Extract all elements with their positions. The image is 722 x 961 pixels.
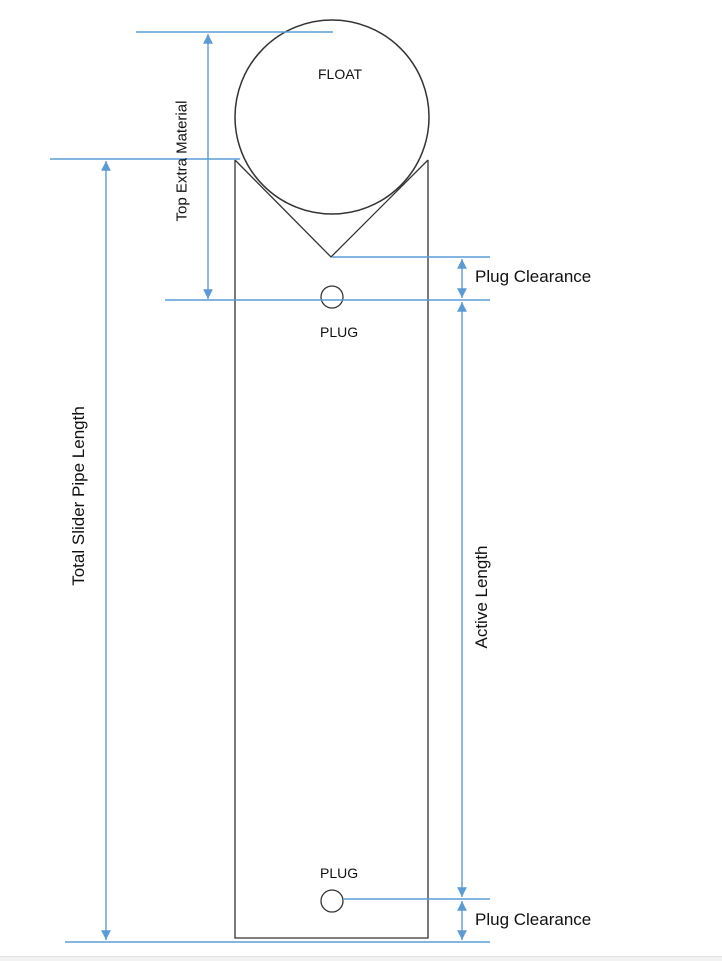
dimension-arrows [101, 34, 467, 940]
plug-bottom-label: PLUG [320, 865, 359, 881]
pipe-body [234, 159, 429, 939]
plug-clearance-top-label: Plug Clearance [475, 267, 592, 286]
total-slider-pipe-length-label: Total Slider Pipe Length [69, 406, 88, 586]
active-length-label: Active Length [472, 545, 491, 649]
plug-clearance-bottom-label: Plug Clearance [475, 910, 592, 929]
plug-bottom-circle [320, 889, 344, 913]
extension-lines [50, 31, 490, 943]
plug-top-label: PLUG [320, 324, 359, 340]
float-label: FLOAT [318, 66, 363, 82]
float-circle [234, 19, 430, 215]
top-extra-material-label: Top Extra Material [173, 100, 191, 222]
plug-top-circle [320, 285, 344, 309]
page-bottom-edge [0, 956, 722, 961]
v-cutout [234, 159, 429, 258]
